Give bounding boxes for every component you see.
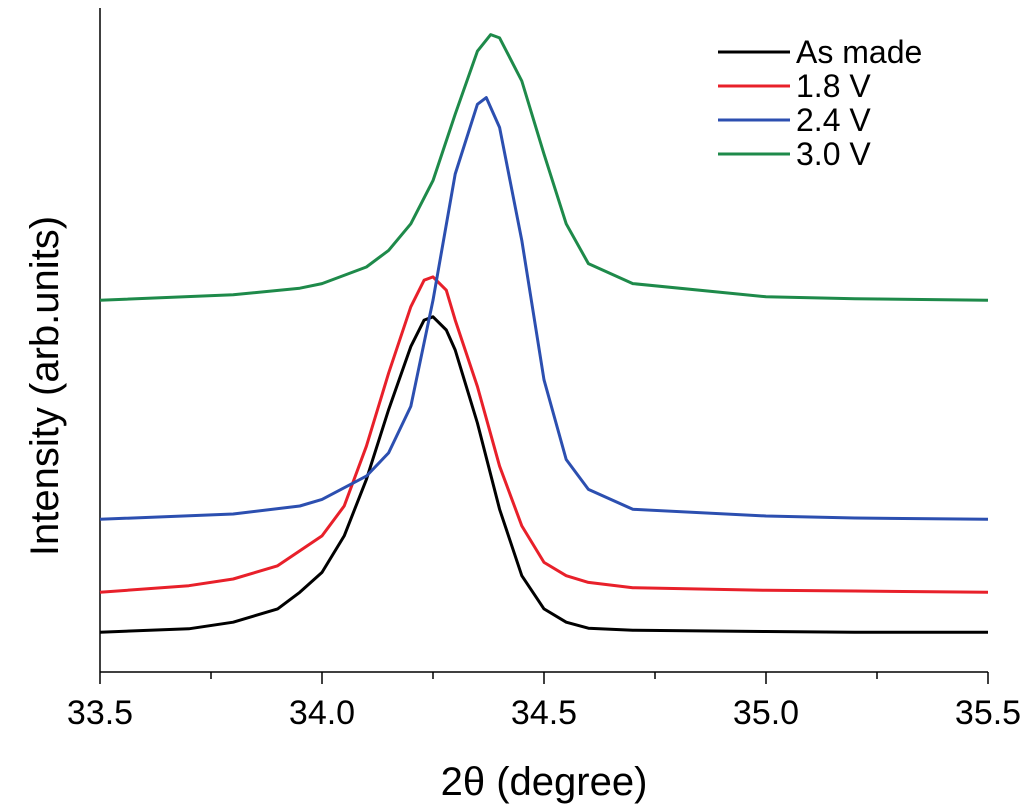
x-tick-label: 33.5 [67,694,133,732]
series-line-1-8-v [99,275,989,594]
y-axis-title: Intensity (arb.units) [23,216,67,556]
x-tick-label: 35.0 [733,694,799,732]
series-line-2-4-v [99,96,989,521]
x-axis-title: 2θ (degree) [441,760,648,804]
x-tick-label: 35.5 [955,694,1021,732]
x-tick-label: 34.5 [511,694,577,732]
x-axis-ticks [99,672,989,684]
series-line-as-made [99,315,988,634]
legend-label: 3.0 V [796,136,871,172]
x-tick-label: 34.0 [289,694,355,732]
series-layer [99,33,989,634]
x-axis-tick-labels: 33.5 34.0 34.5 35.0 35.5 [67,694,1021,732]
series-line-3-0-v [99,33,989,302]
legend-label: 1.8 V [796,68,871,104]
legend-label: As made [796,34,922,70]
legend-label: 2.4 V [796,102,871,138]
